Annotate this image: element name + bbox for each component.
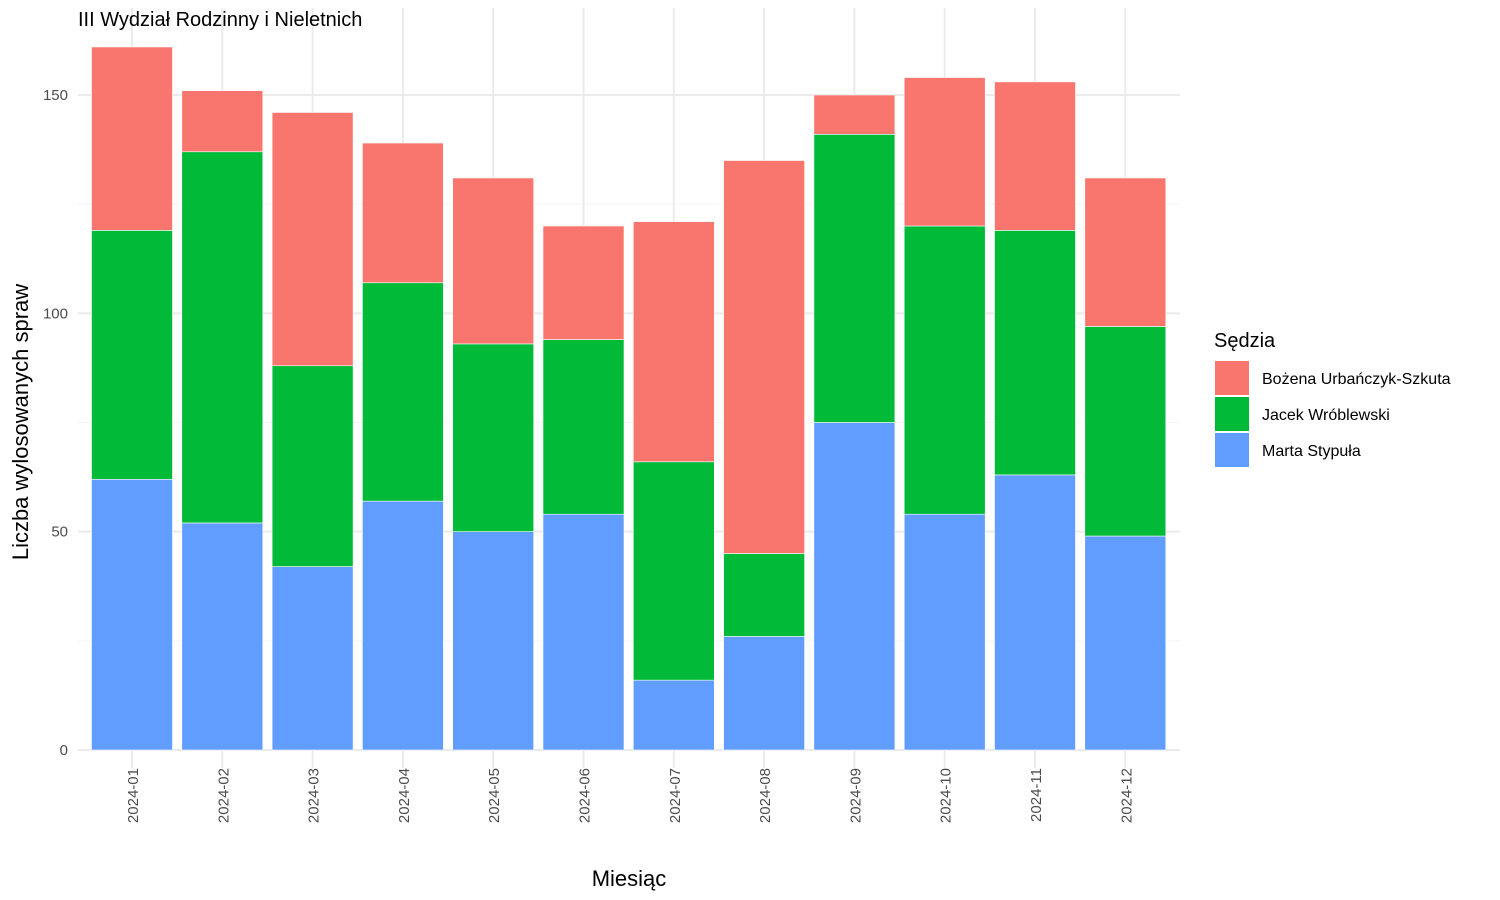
x-tick-label: 2024-07 bbox=[667, 768, 684, 823]
bar-segment bbox=[723, 636, 805, 751]
legend-label: Marta Stypuła bbox=[1262, 443, 1361, 460]
bar-segment bbox=[903, 513, 986, 751]
bar-segment bbox=[91, 478, 173, 751]
bar-segment bbox=[542, 513, 625, 751]
x-tick-label: 2024-10 bbox=[938, 768, 955, 823]
bars bbox=[91, 46, 1167, 751]
bar-segment bbox=[452, 343, 535, 532]
bar-segment bbox=[271, 566, 354, 751]
y-tick-label: 150 bbox=[43, 87, 68, 104]
x-axis-title: Miesiąc bbox=[592, 866, 667, 891]
legend-key bbox=[1215, 361, 1249, 395]
bar-segment bbox=[271, 112, 354, 367]
bar-segment bbox=[1084, 177, 1167, 327]
legend-key bbox=[1215, 397, 1249, 431]
bar-segment bbox=[362, 142, 444, 284]
bar-segment bbox=[452, 531, 535, 751]
bar-segment bbox=[994, 230, 1076, 476]
bar-segment bbox=[813, 422, 896, 751]
bar-segment bbox=[181, 151, 264, 524]
bar-segment bbox=[632, 221, 715, 463]
x-tick-label: 2024-12 bbox=[1118, 768, 1135, 823]
bar-segment bbox=[632, 679, 715, 751]
bar-segment bbox=[271, 365, 354, 567]
bar-segment bbox=[903, 225, 986, 515]
bar-segment bbox=[91, 46, 173, 231]
bar-segment bbox=[362, 282, 444, 502]
bar-segment bbox=[181, 522, 264, 751]
bar-segment bbox=[1084, 535, 1167, 751]
axes: 0 50 100 150 2024-01 2024-02 2024-03 2024-04 202… bbox=[43, 87, 1135, 823]
bar-segment bbox=[452, 177, 535, 345]
legend-key bbox=[1215, 433, 1249, 467]
bar-segment bbox=[181, 90, 264, 153]
legend-label: Bożena Urbańczyk-Szkuta bbox=[1262, 371, 1451, 388]
chart-title: III Wydział Rodzinny i Nieletnich bbox=[78, 9, 362, 31]
legend-label: Jacek Wróblewski bbox=[1262, 407, 1390, 424]
bar-segment bbox=[91, 230, 173, 480]
x-tick-label: 2024-08 bbox=[757, 768, 774, 823]
x-tick-label: 2024-04 bbox=[396, 768, 413, 823]
bar-segment bbox=[994, 81, 1076, 231]
bar-segment bbox=[813, 134, 896, 423]
bar-segment bbox=[903, 77, 986, 227]
bar-segment bbox=[542, 339, 625, 515]
x-tick-label: 2024-09 bbox=[847, 768, 864, 823]
x-tick-label: 2024-03 bbox=[306, 768, 323, 823]
x-tick-label: 2024-06 bbox=[577, 768, 594, 823]
bar-segment bbox=[994, 474, 1076, 751]
bar-segment bbox=[1084, 326, 1167, 537]
y-tick-label: 100 bbox=[43, 305, 68, 322]
x-tick-label: 2024-02 bbox=[215, 768, 232, 823]
legend-title: Sędzia bbox=[1214, 330, 1276, 352]
y-tick-label: 50 bbox=[51, 524, 68, 541]
y-axis-title: Liczba wylosowanych spraw bbox=[8, 284, 33, 560]
bar-segment bbox=[632, 461, 715, 681]
legend: Sędzia Bożena Urbańczyk-Szkuta Jacek Wrób… bbox=[1214, 330, 1451, 467]
y-tick-label: 0 bbox=[60, 742, 68, 759]
x-tick-label: 2024-01 bbox=[125, 768, 142, 823]
x-tick-label: 2024-05 bbox=[486, 768, 503, 823]
bar-segment bbox=[723, 553, 805, 637]
bar-segment bbox=[813, 94, 896, 135]
bar-segment bbox=[362, 500, 444, 751]
bar-segment bbox=[723, 160, 805, 554]
x-tick-label: 2024-11 bbox=[1028, 768, 1045, 822]
bar-segment bbox=[542, 225, 625, 340]
